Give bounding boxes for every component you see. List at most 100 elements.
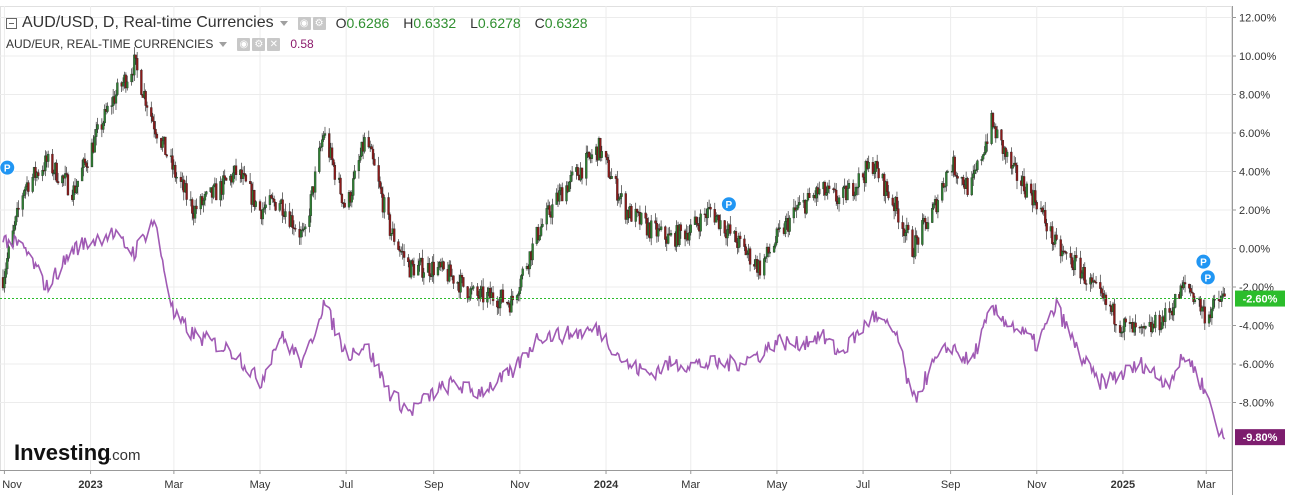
compare-series-title[interactable]: AUD/EUR, REAL-TIME CURRENCIES xyxy=(6,37,214,51)
candle xyxy=(72,181,75,206)
eye-icon[interactable]: ◉ xyxy=(237,37,251,51)
candle xyxy=(940,181,944,203)
candle xyxy=(195,198,198,214)
candle xyxy=(737,232,740,253)
candle-body xyxy=(616,178,619,201)
candle-body xyxy=(103,109,106,124)
event-marker-label: P xyxy=(1200,258,1207,269)
candle xyxy=(152,114,156,138)
candle-body xyxy=(678,224,681,246)
candle-body xyxy=(576,167,579,176)
candle xyxy=(808,187,811,198)
candle-body xyxy=(763,258,766,276)
candle-body xyxy=(323,133,327,136)
candle-body xyxy=(758,260,762,276)
candle-body xyxy=(1172,307,1175,316)
x-tick-label: Nov xyxy=(1027,479,1047,491)
candle-body xyxy=(402,251,406,258)
gear-icon[interactable]: ⚙ xyxy=(312,16,326,30)
candle-body xyxy=(459,274,462,293)
candle-body xyxy=(510,295,513,313)
candle-body xyxy=(482,286,485,303)
candle-body xyxy=(274,202,277,211)
candle xyxy=(695,216,698,228)
candle-body xyxy=(309,194,313,216)
candle xyxy=(1207,311,1211,327)
candle-body xyxy=(798,202,801,206)
candle-body xyxy=(842,187,845,198)
candle-body xyxy=(570,171,574,176)
candle-body xyxy=(972,173,975,178)
candle-body xyxy=(857,173,860,188)
candle xyxy=(202,198,205,213)
candle xyxy=(185,175,188,206)
candle xyxy=(650,214,653,246)
x-tick-label: Sep xyxy=(424,479,444,491)
candle xyxy=(1189,284,1192,297)
candle xyxy=(772,244,776,253)
eye-icon[interactable]: ◉ xyxy=(297,16,311,30)
candle-body xyxy=(121,82,125,87)
candle-body xyxy=(154,128,157,135)
candle-body xyxy=(75,186,78,194)
collapse-icon[interactable] xyxy=(6,17,17,29)
chevron-down-icon[interactable] xyxy=(279,20,288,26)
candle-body xyxy=(788,217,791,232)
candle-body xyxy=(479,289,482,299)
candle-body xyxy=(1182,282,1185,289)
candle-body xyxy=(541,223,544,227)
candle-body xyxy=(1044,210,1047,224)
candle-body xyxy=(864,161,868,184)
candle-body xyxy=(713,209,716,223)
candle-body xyxy=(140,69,143,95)
candle xyxy=(510,288,513,313)
candle xyxy=(537,224,540,243)
candle xyxy=(528,251,531,278)
event-marker: P xyxy=(1199,269,1216,286)
candle-body xyxy=(136,58,139,71)
candle-body xyxy=(1192,292,1195,303)
candle-body xyxy=(659,226,663,230)
candle-body xyxy=(373,158,376,166)
main-series-title[interactable]: AUD/USD, D, Real-time Currencies xyxy=(22,14,274,31)
candle-body xyxy=(261,209,265,220)
candle-body xyxy=(321,139,324,147)
candle-body xyxy=(393,228,396,242)
candle-body xyxy=(1014,162,1017,166)
candle-body xyxy=(23,190,26,196)
candle-body xyxy=(145,105,149,108)
candle-body xyxy=(590,154,594,159)
candle xyxy=(1093,279,1096,283)
candle-body xyxy=(743,238,746,247)
candle-body xyxy=(1083,267,1086,284)
candle xyxy=(950,164,954,177)
candle xyxy=(1124,316,1127,327)
candle xyxy=(654,213,657,230)
candle xyxy=(319,142,322,152)
candle xyxy=(1083,262,1086,285)
candle xyxy=(359,147,362,163)
candle xyxy=(175,172,178,184)
candle xyxy=(402,244,406,267)
candle xyxy=(715,212,718,223)
candle-body xyxy=(61,175,64,184)
candle-body xyxy=(63,173,67,179)
candle xyxy=(1070,252,1074,271)
candle xyxy=(943,185,947,193)
candle xyxy=(1158,310,1161,336)
candle-body xyxy=(472,286,475,289)
candle-body xyxy=(914,235,917,257)
chevron-down-icon[interactable] xyxy=(219,41,228,47)
candle xyxy=(452,275,455,289)
candle-body xyxy=(833,188,836,191)
candle xyxy=(587,151,591,161)
candle-body xyxy=(244,174,248,182)
gear-icon[interactable]: ⚙ xyxy=(252,37,266,51)
candle-body xyxy=(520,275,523,288)
candle-body xyxy=(371,148,375,160)
candle-body xyxy=(644,212,647,219)
candle xyxy=(271,192,274,203)
close-icon[interactable]: ✕ xyxy=(267,37,281,51)
